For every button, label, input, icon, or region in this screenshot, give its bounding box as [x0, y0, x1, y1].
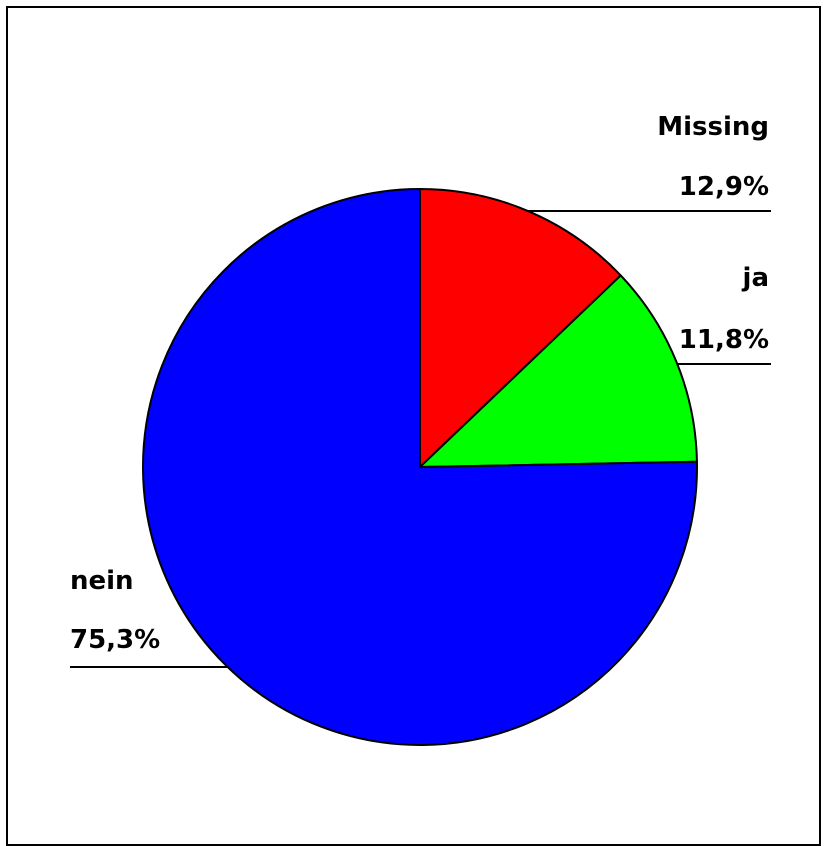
pie-slices: [142, 188, 698, 746]
slice-label-missing: Missing: [657, 112, 769, 142]
pie-slice-ja: [419, 274, 698, 468]
slice-label-ja: ja: [742, 263, 769, 293]
slice-value-nein: 75,3%: [70, 625, 160, 655]
slice-value-ja: 11,8%: [679, 325, 769, 355]
leader-lines: [70, 210, 771, 668]
slice-label-nein: nein: [70, 566, 134, 596]
pie-slice-nein: [142, 188, 698, 746]
slice-value-missing: 12,9%: [679, 172, 769, 202]
